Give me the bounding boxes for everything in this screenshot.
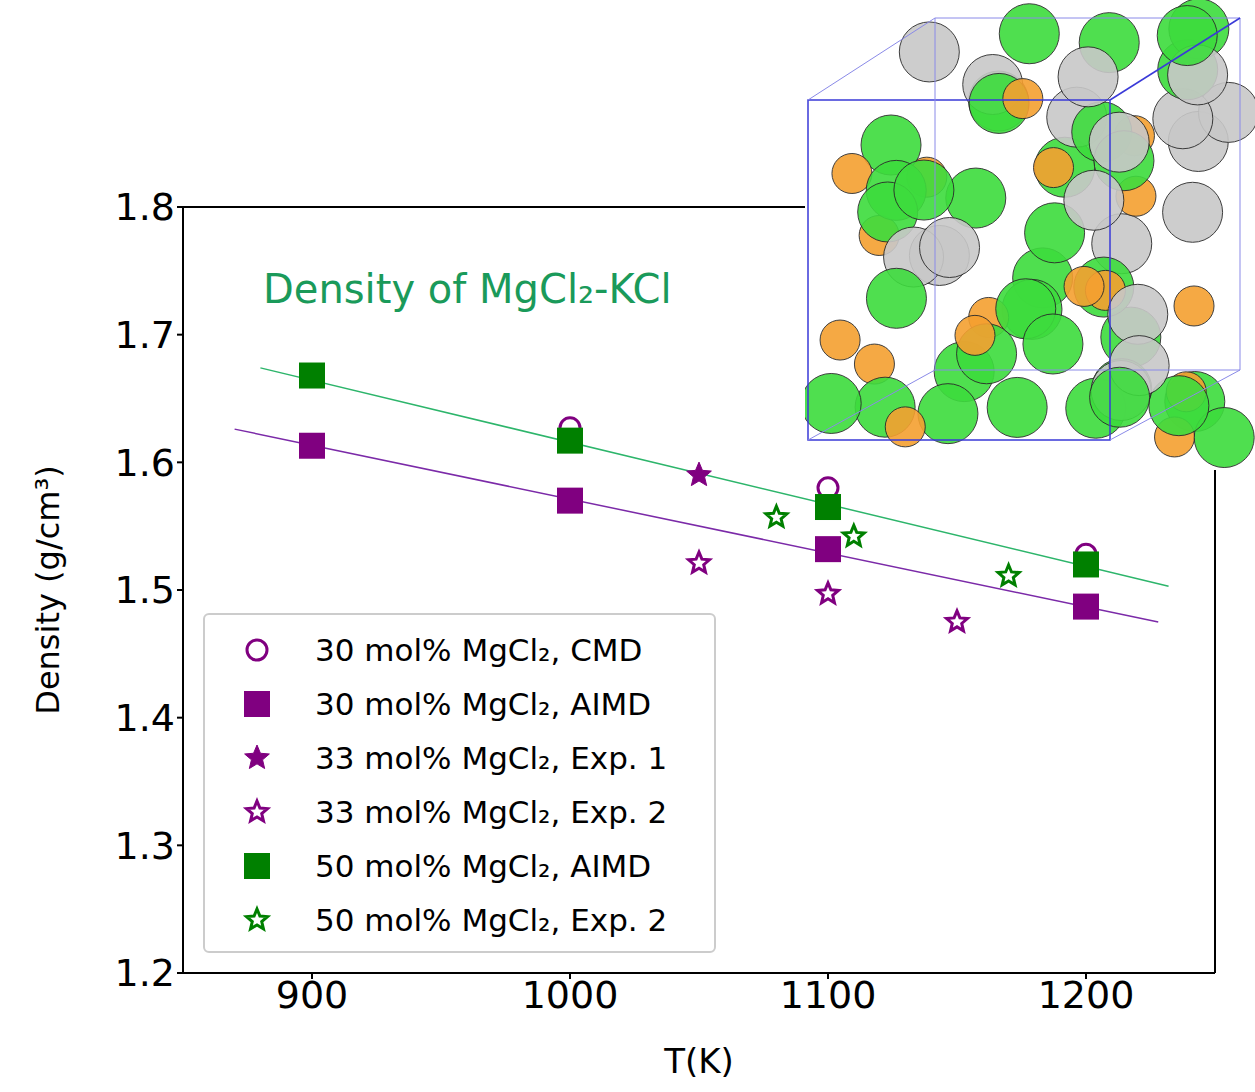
svg-text:Density (g/cm³): Density (g/cm³) bbox=[29, 465, 67, 714]
html-text:50 mol% MgCl₂, AIMD: 50 mol% MgCl₂, AIMD bbox=[315, 848, 652, 884]
html-text:30 mol% MgCl₂, CMD: 30 mol% MgCl₂, CMD bbox=[315, 632, 643, 668]
svg-text:1.2: 1.2 bbox=[115, 951, 175, 995]
html-text:33 mol% MgCl₂, Exp. 2: 33 mol% MgCl₂, Exp. 2 bbox=[315, 794, 668, 830]
svg-text:1.3: 1.3 bbox=[115, 824, 175, 868]
svg-text:1.5: 1.5 bbox=[115, 568, 175, 612]
html-text:30 mol% MgCl₂, AIMD: 30 mol% MgCl₂, AIMD bbox=[315, 686, 652, 722]
html-text:33 mol% MgCl₂, Exp. 1: 33 mol% MgCl₂, Exp. 1 bbox=[315, 740, 668, 776]
svg-text:1200: 1200 bbox=[1038, 973, 1135, 1017]
svg-text:1.8: 1.8 bbox=[115, 185, 175, 229]
svg-text:1000: 1000 bbox=[522, 973, 619, 1017]
html-text:Density of MgCl₂-KCl: Density of MgCl₂-KCl bbox=[263, 266, 672, 312]
svg-text:1.6: 1.6 bbox=[115, 441, 175, 485]
svg-text:900: 900 bbox=[276, 973, 349, 1017]
svg-text:1.7: 1.7 bbox=[115, 313, 175, 357]
svg-text:1.4: 1.4 bbox=[115, 696, 175, 740]
html-text:50 mol% MgCl₂, Exp. 2: 50 mol% MgCl₂, Exp. 2 bbox=[315, 902, 668, 938]
svg-text:T(K): T(K) bbox=[663, 1041, 734, 1080]
svg-text:1100: 1100 bbox=[780, 973, 877, 1017]
